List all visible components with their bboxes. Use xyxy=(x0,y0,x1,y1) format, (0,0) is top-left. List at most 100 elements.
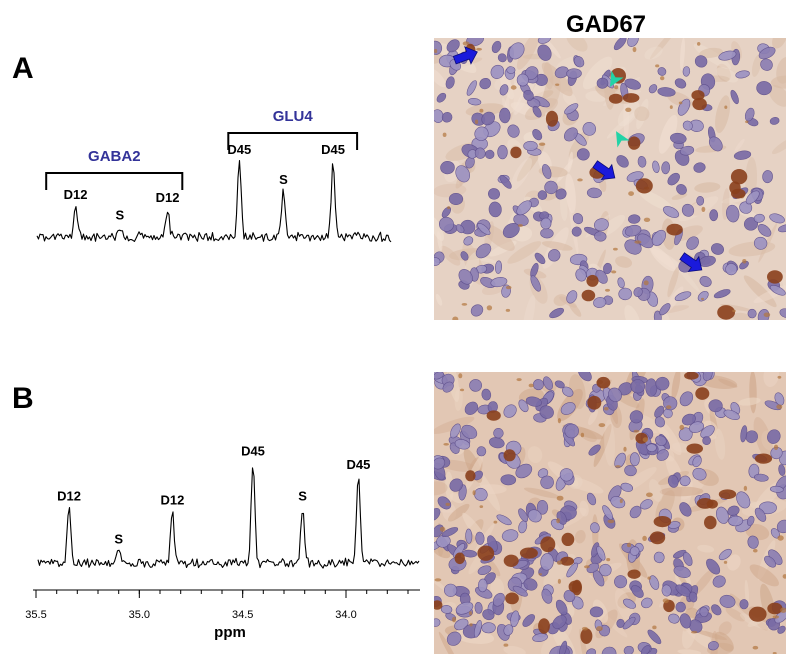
stained-cell xyxy=(625,107,632,113)
stroma-patch xyxy=(527,446,543,464)
stained-cell xyxy=(540,536,556,553)
nucleus xyxy=(694,55,708,68)
nucleus xyxy=(726,204,740,223)
stained-cell xyxy=(619,498,623,504)
nucleus xyxy=(676,184,687,195)
nucleus xyxy=(434,40,443,55)
stained-cell xyxy=(447,206,451,210)
nucleus xyxy=(469,379,482,392)
nucleus xyxy=(629,505,642,519)
nucleus xyxy=(629,546,640,556)
nucleus xyxy=(537,190,548,200)
stroma-patch xyxy=(568,374,586,410)
nucleus xyxy=(622,616,636,630)
nucleus xyxy=(571,226,582,237)
stroma-patch xyxy=(434,51,444,64)
nucleus xyxy=(728,515,744,527)
nucleus xyxy=(455,224,465,234)
nucleus xyxy=(440,604,453,614)
nucleus xyxy=(536,500,549,515)
stained-cell xyxy=(691,630,698,634)
nucleus xyxy=(630,379,646,394)
stained-cell xyxy=(754,453,773,464)
stained-cell xyxy=(684,372,699,380)
stained-cell xyxy=(686,443,703,454)
peak-label-b-0: D12 xyxy=(57,488,81,503)
nucleus xyxy=(702,372,713,382)
stroma-patch xyxy=(749,564,779,587)
stroma-patch xyxy=(694,629,727,641)
nucleus xyxy=(640,645,651,654)
spectrum-b: D12 S D12 D45 S D45 35.5 35.0 34.5 34.0 ppm xyxy=(25,443,420,641)
stained-cell xyxy=(678,101,683,105)
stained-cell xyxy=(555,83,560,86)
stained-cell xyxy=(772,652,777,654)
nucleus xyxy=(481,388,492,401)
nucleus xyxy=(622,598,637,609)
peak-label-a-0: D12 xyxy=(64,187,88,202)
stained-cell xyxy=(568,580,582,593)
stroma-patch xyxy=(434,416,475,434)
nucleus xyxy=(493,428,504,439)
stained-cell xyxy=(510,85,517,90)
stained-cell xyxy=(628,191,634,197)
stroma-patch xyxy=(753,416,774,461)
stroma-patch xyxy=(751,54,762,77)
nucleus xyxy=(713,289,731,299)
stroma-patch xyxy=(634,106,650,122)
stained-cell xyxy=(634,240,642,244)
nucleus xyxy=(596,545,606,561)
stained-cell xyxy=(561,532,575,547)
stained-cell xyxy=(642,437,649,443)
nucleus xyxy=(641,597,653,609)
nucleus xyxy=(497,145,508,160)
stained-cell xyxy=(580,432,585,438)
stroma-patch xyxy=(671,193,688,200)
stained-cell xyxy=(439,526,446,532)
stained-cell xyxy=(560,556,574,566)
stained-cell xyxy=(628,136,641,150)
stained-cell xyxy=(669,105,673,109)
blue-arrow-icon xyxy=(679,252,703,273)
stained-cell xyxy=(596,626,603,632)
stroma-patch xyxy=(667,266,680,298)
stained-cell xyxy=(434,48,438,54)
nucleus xyxy=(624,224,642,237)
nucleus xyxy=(544,180,558,195)
nucleus xyxy=(564,103,579,115)
nucleus xyxy=(593,297,607,308)
nucleus xyxy=(582,122,597,136)
stained-cell xyxy=(605,288,610,292)
nucleus xyxy=(586,648,597,654)
stained-cell xyxy=(662,598,669,604)
stained-cell xyxy=(623,446,627,452)
nucleus xyxy=(753,473,769,482)
nucleus xyxy=(448,192,464,205)
spectrum-a: GABA2 GLU4 D12 S D12 D45 S D45 xyxy=(36,108,392,243)
stained-cell xyxy=(745,120,749,124)
nucleus xyxy=(537,44,552,61)
nucleus xyxy=(762,170,773,184)
stroma-patch xyxy=(715,95,731,134)
nucleus xyxy=(688,421,705,433)
nucleus xyxy=(657,67,667,76)
stained-cell xyxy=(472,490,476,496)
stained-cell xyxy=(706,499,718,509)
nucleus xyxy=(657,87,676,97)
nucleus xyxy=(482,609,495,621)
nucleus xyxy=(754,507,767,522)
x-tick-label: 34.0 xyxy=(335,609,356,621)
nucleus xyxy=(674,78,687,89)
stained-cell xyxy=(632,46,637,53)
nucleus xyxy=(616,618,625,628)
stroma-patch xyxy=(770,75,786,89)
nucleus xyxy=(699,606,709,618)
nucleus xyxy=(497,53,507,63)
stained-cell xyxy=(607,519,615,524)
stroma-patch xyxy=(588,409,598,426)
bracket-glu4 xyxy=(227,132,359,150)
nucleus xyxy=(586,492,597,506)
nucleus xyxy=(516,200,532,216)
nucleus xyxy=(563,127,578,142)
stroma-patch xyxy=(447,503,470,522)
